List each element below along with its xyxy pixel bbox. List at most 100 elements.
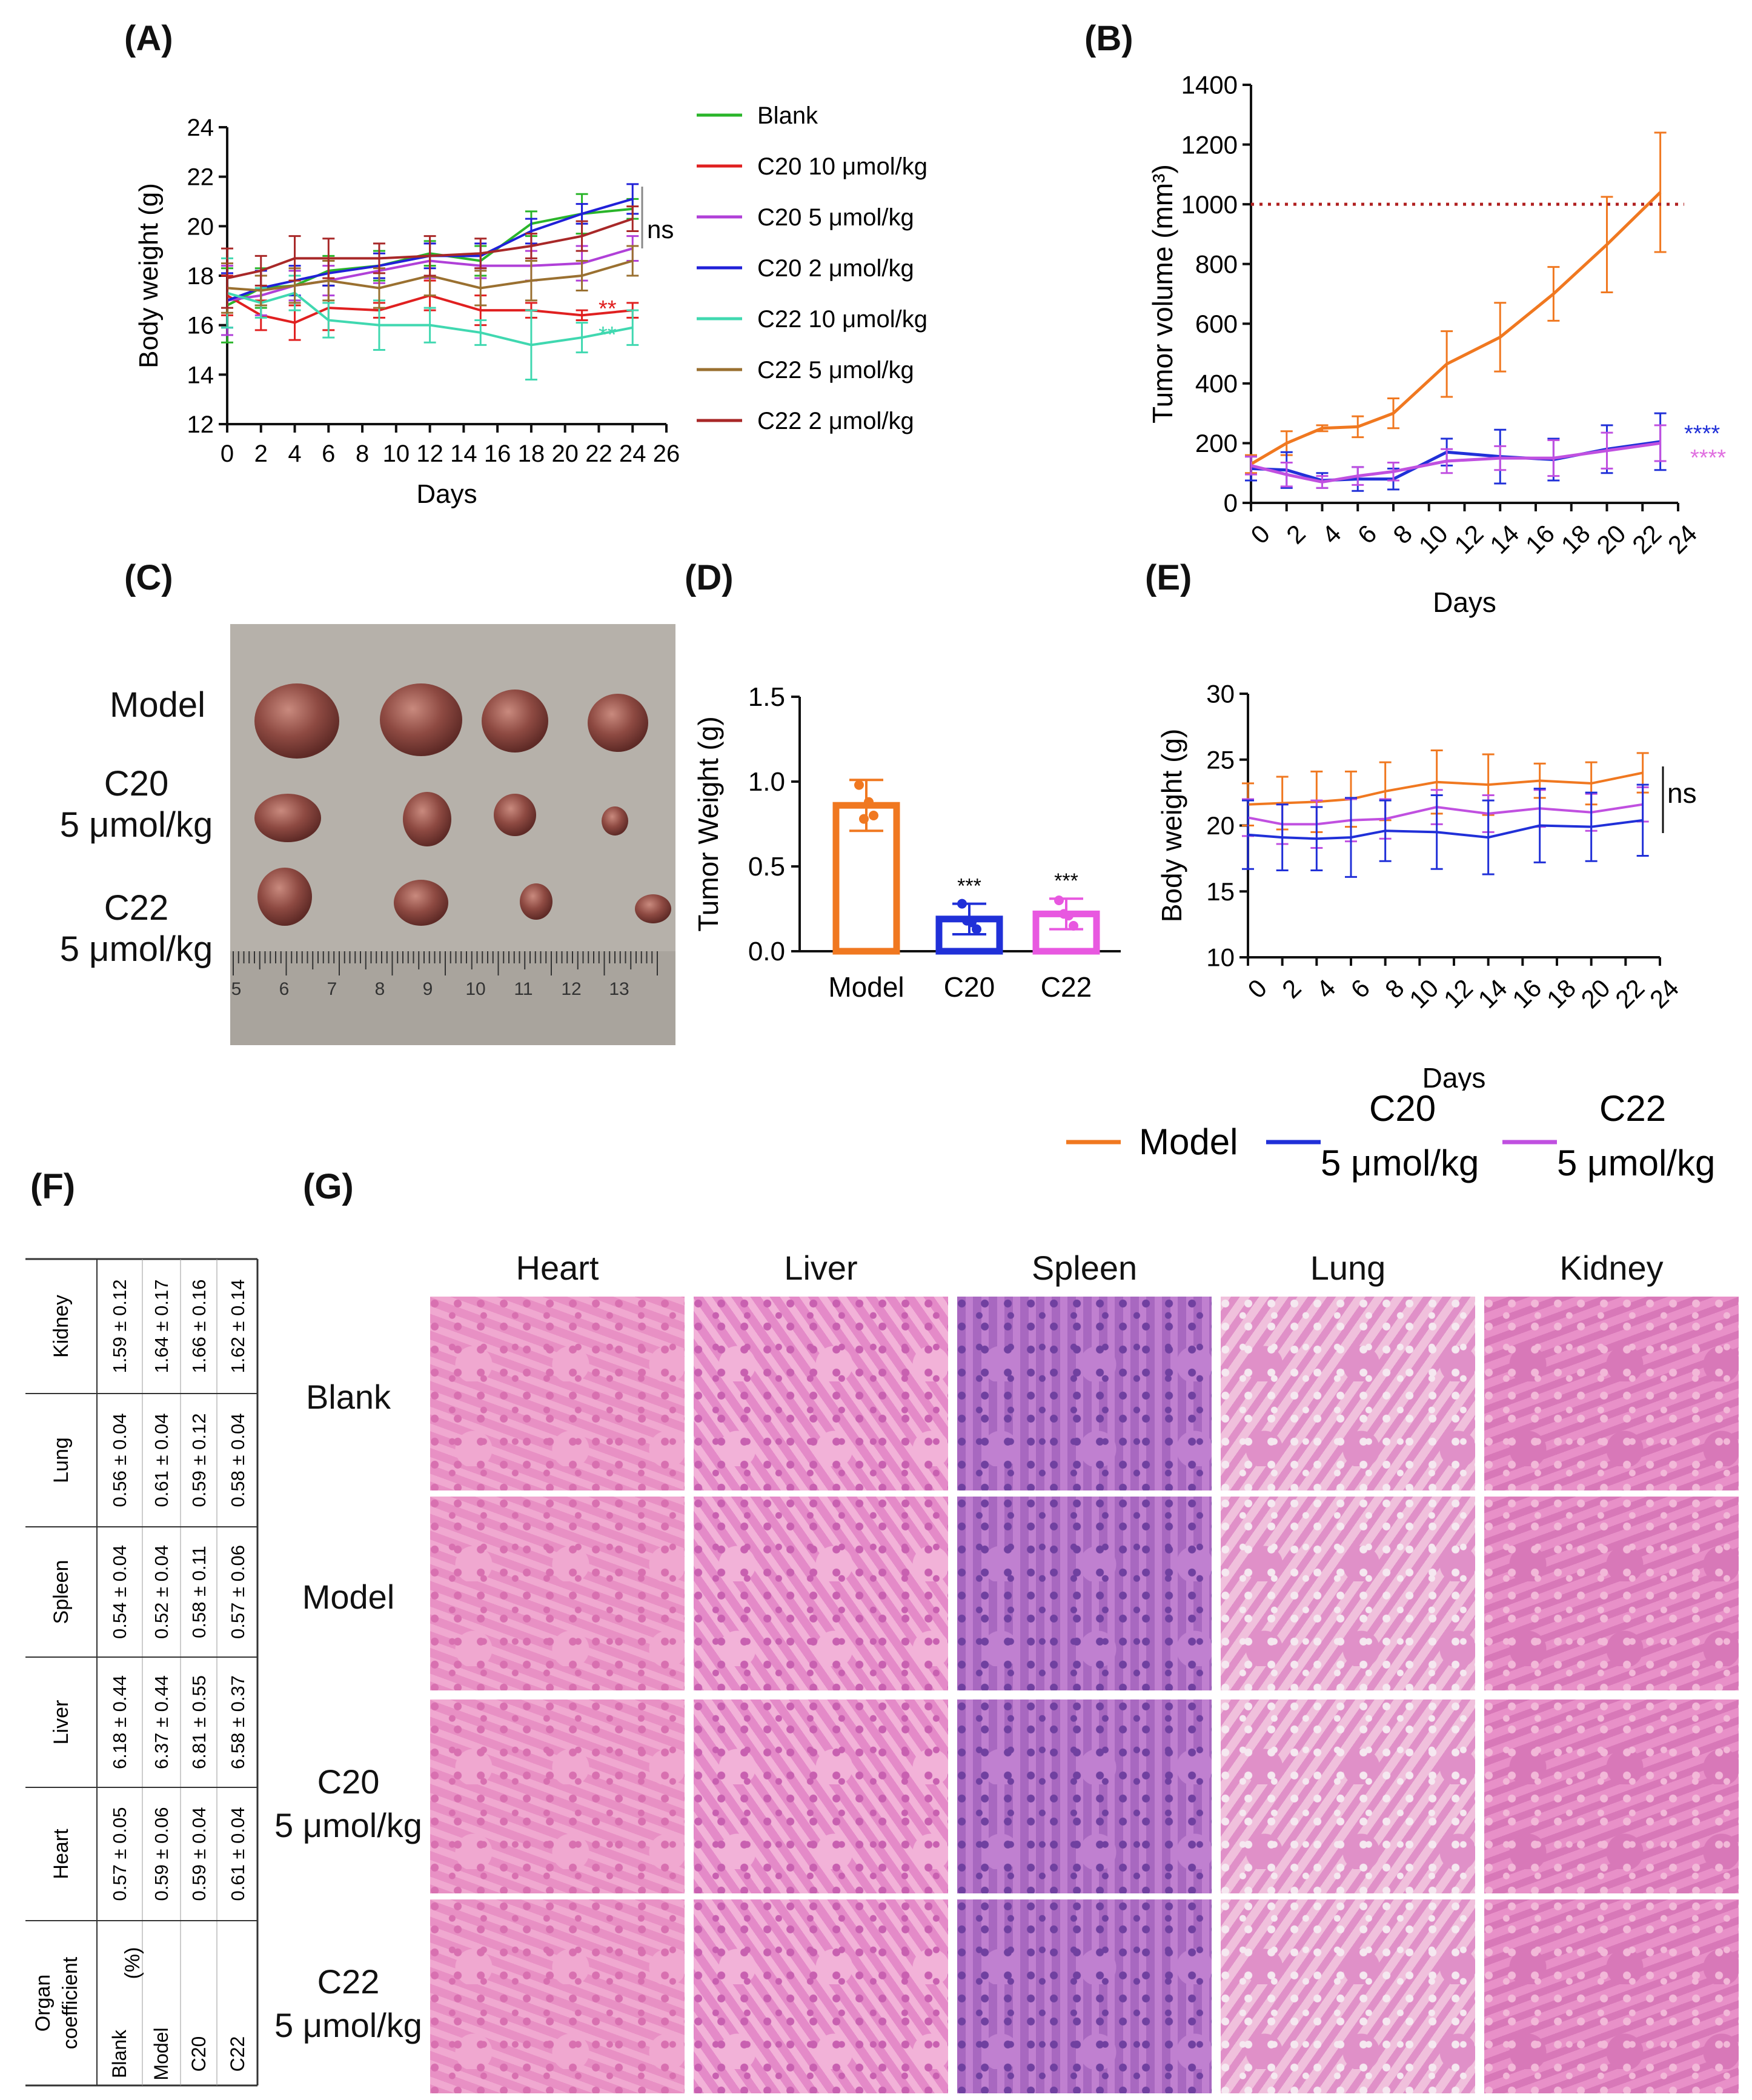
x-tick-label: 14 (1484, 519, 1524, 559)
y-axis-label: Tumor Weight (g) (692, 716, 724, 931)
table-cell: 1.62 ± 0.14 (227, 1280, 248, 1374)
significance-stars: *** (1054, 869, 1078, 892)
x-tick-label: 6 (1352, 519, 1382, 550)
x-tick-label: 12 (416, 440, 443, 467)
significance-blue: **** (1684, 421, 1720, 447)
y-tick-label: 0 (1224, 489, 1238, 517)
data-point (972, 924, 981, 934)
histology-column-heart: Heart (516, 1249, 599, 1287)
table-header-1: Organ (32, 1975, 55, 2032)
ruler-number: 5 (231, 979, 242, 999)
legend-model-label: Model (1139, 1121, 1238, 1162)
x-tick-label: 2 (1276, 974, 1307, 1004)
histology-image-kidney (1484, 1700, 1739, 1893)
data-point (957, 899, 967, 909)
table-header-3: (%) (121, 1947, 144, 1979)
x-tick-label: 22 (1627, 519, 1667, 559)
x-tick-label: 2 (254, 440, 268, 467)
x-tick-label: 8 (1387, 519, 1418, 550)
table-group-label: C20 (188, 2036, 210, 2072)
histology-image-lung (1221, 1700, 1475, 1893)
x-tick-label: 26 (653, 440, 680, 467)
x-tick-label: 4 (1316, 519, 1347, 550)
histology-texture (957, 1297, 1212, 1490)
ruler-number: 13 (609, 979, 629, 999)
table-organ-label: Liver (50, 1700, 73, 1745)
table-cell: 0.59 ± 0.04 (188, 1807, 210, 1901)
x-tick-label: 20 (551, 440, 579, 467)
table-cell: 6.58 ± 0.37 (227, 1675, 248, 1769)
x-tick-label: 10 (383, 440, 410, 467)
x-tick-label: 16 (484, 440, 511, 467)
photo-row-2-label: C20 5 μmol/kg (59, 764, 213, 845)
histology-texture (1221, 1297, 1475, 1490)
legend-c22-label: C22 (1599, 1088, 1666, 1129)
histology-texture (957, 1899, 1212, 2093)
legend-c20-label: C20 (1369, 1088, 1436, 1129)
histology-texture (1484, 1700, 1739, 1893)
table-cell: 0.61 ± 0.04 (151, 1414, 172, 1507)
legend-c20-sublabel: 5 μmol/kg (1321, 1143, 1479, 1183)
data-point (1069, 921, 1078, 931)
histology-column-lung: Lung (1310, 1249, 1386, 1287)
histology-image-spleen (957, 1899, 1212, 2093)
panel-label-d: (D) (685, 558, 734, 597)
table-cell: 0.61 ± 0.04 (227, 1807, 248, 1901)
significance-pink: **** (1690, 445, 1726, 471)
ruler-number: 9 (423, 979, 433, 999)
histology-texture (694, 1497, 948, 1690)
series-line-0 (1247, 771, 1644, 806)
y-tick-label: 1200 (1181, 130, 1238, 159)
x-tick-label: 22 (585, 440, 612, 467)
photo-row-1-label: Model (110, 685, 205, 725)
histology-column-kidney: Kidney (1559, 1249, 1664, 1287)
table-organ-label: Lung (50, 1437, 73, 1483)
histology-image-heart (430, 1899, 685, 2093)
tumor-photo: 5 6 7 8 9 10 11 12 13 (230, 624, 675, 1045)
y-tick-label: 30 (1206, 680, 1235, 708)
y-tick-label: 800 (1195, 250, 1238, 278)
series-line-2 (227, 247, 633, 302)
y-tick-label: 1000 (1181, 190, 1238, 219)
table-group-label: Model (150, 2027, 172, 2080)
photo-row-3-label: C22 5 μmol/kg (59, 888, 213, 969)
x-axis-label: Days (1422, 1062, 1486, 1091)
x-tick-label: 8 (356, 440, 369, 467)
histology-image-lung (1221, 1899, 1475, 2093)
table-cell: 1.64 ± 0.17 (151, 1280, 172, 1374)
series-line-6 (227, 218, 633, 280)
ruler-number: 11 (514, 979, 533, 999)
table-cell: 0.59 ± 0.12 (188, 1414, 210, 1507)
histology-row-label: C22 5 μmol/kg (274, 1962, 422, 2044)
table-cell: 6.37 ± 0.44 (151, 1675, 172, 1769)
table-header-2: coefficient (59, 1956, 82, 2049)
series-line-1 (226, 294, 633, 324)
x-tick-label: 12 (1448, 519, 1488, 559)
x-axis-label: Days (1433, 586, 1496, 618)
histology-image-liver (694, 1700, 948, 1893)
y-tick-label: 200 (1195, 429, 1238, 457)
significance-star-teal: ** (599, 322, 617, 348)
legend-be: Model C20 5 μmol/kg C22 5 μmol/kg (1066, 1088, 1715, 1183)
x-tick-label: C22 (1041, 971, 1092, 1003)
y-tick-label: 16 (187, 313, 214, 339)
table-cell: 1.66 ± 0.16 (188, 1280, 210, 1374)
x-tick-label: 20 (1591, 519, 1631, 559)
y-tick-label: 14 (187, 362, 214, 388)
y-tick-label: 1400 (1181, 71, 1238, 99)
panel-label-a: (A) (124, 19, 173, 58)
x-tick-label: 16 (1520, 519, 1560, 559)
x-tick-label: 6 (1345, 974, 1375, 1004)
histology-image-liver (694, 1497, 948, 1690)
histology-texture (430, 1700, 685, 1893)
y-axis-label: Body weight (g) (134, 183, 164, 368)
y-tick-label: 18 (187, 263, 214, 290)
y-tick-label: 20 (187, 213, 214, 240)
histology-image-kidney (1484, 1297, 1739, 1490)
x-tick-label: C20 (944, 971, 995, 1003)
x-tick-label: 4 (1311, 974, 1341, 1004)
histology-image-heart (430, 1297, 685, 1490)
x-tick-label: 24 (619, 440, 646, 467)
ruler-number: 10 (465, 979, 485, 999)
ruler-number: 6 (279, 979, 290, 999)
